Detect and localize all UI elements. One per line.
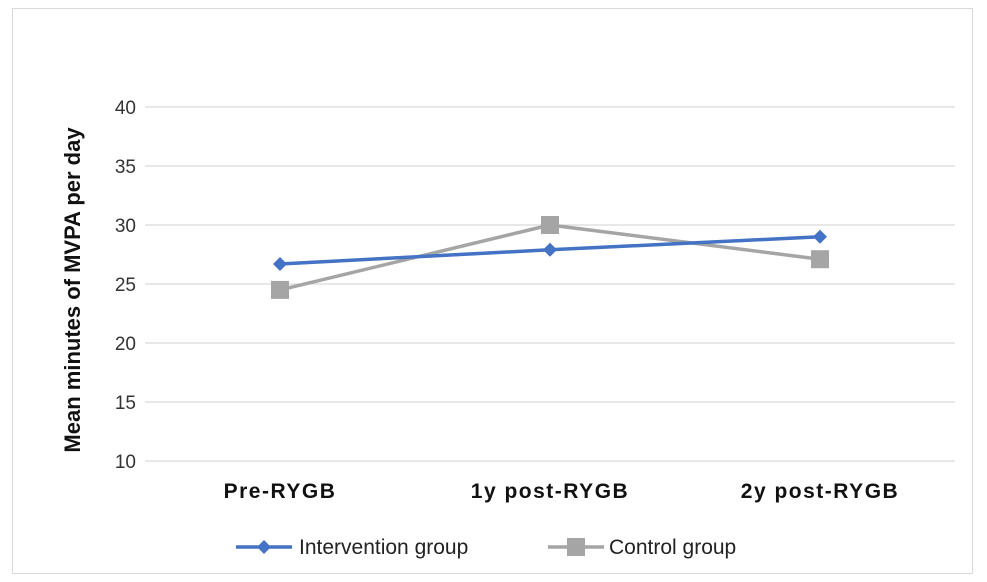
x-category-label: 2y post-RYGB (741, 480, 899, 503)
x-category-label: 1y post-RYGB (471, 480, 629, 503)
x-category-label: Pre-RYGB (224, 480, 337, 503)
series-lines (271, 216, 829, 299)
y-tick-label: 30 (115, 216, 136, 237)
y-tick-label: 10 (115, 452, 136, 473)
legend-marker (567, 538, 585, 556)
gridlines (145, 106, 955, 462)
legend-marker (257, 540, 271, 554)
y-tick-label: 15 (115, 393, 136, 414)
y-tick-label: 40 (115, 98, 136, 119)
y-axis-tick-labels: 10 15 20 25 30 35 40 (115, 98, 136, 473)
series-line (279, 223, 821, 292)
y-tick-label: 25 (115, 275, 136, 296)
data-point (811, 250, 829, 269)
y-axis-title: Mean minutes of MVPA per day (60, 127, 85, 453)
y-tick-label: 20 (115, 334, 136, 355)
legend: Intervention group Control group (236, 536, 736, 559)
data-point (273, 256, 287, 271)
data-point (271, 280, 289, 299)
series-0 (273, 229, 827, 271)
legend-item-0: Intervention group (236, 536, 468, 559)
data-point (813, 229, 827, 244)
x-axis-category-labels: Pre-RYGB 1y post-RYGB 2y post-RYGB (224, 480, 899, 503)
y-tick-label: 35 (115, 157, 136, 178)
legend-label: Control group (609, 536, 736, 559)
series-1 (271, 216, 829, 299)
data-point (541, 216, 559, 234)
data-point (543, 242, 557, 257)
chart-frame (12, 8, 973, 574)
legend-label: Intervention group (299, 536, 468, 559)
legend-item-1: Control group (548, 536, 736, 559)
